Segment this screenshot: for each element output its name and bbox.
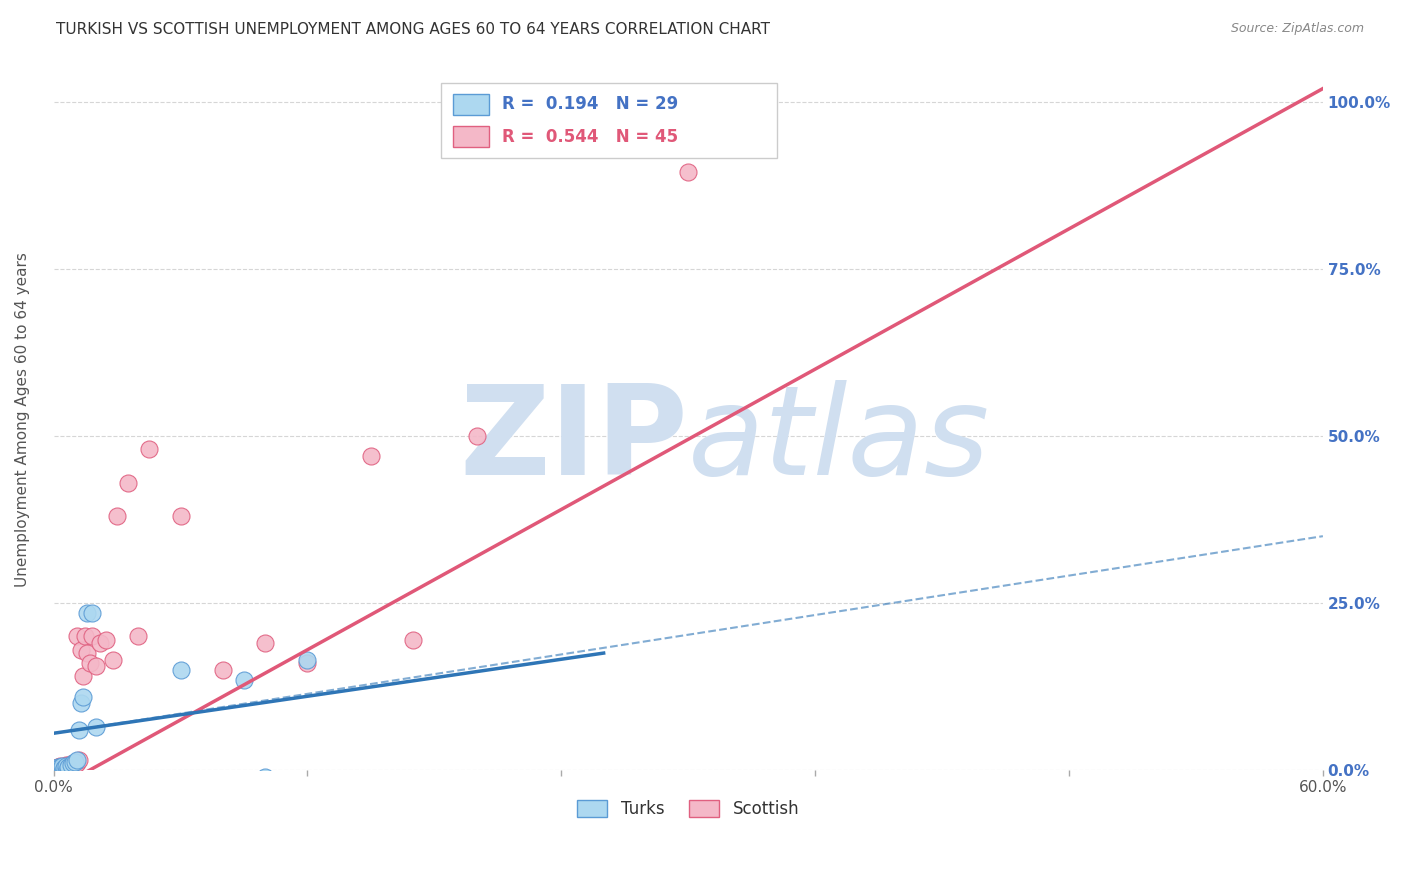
Point — [59, 757, 82, 772]
Point — [63, 755, 86, 769]
Point — [741, 118, 763, 132]
Point — [297, 656, 319, 670]
Y-axis label: Unemployment Among Ages 60 to 64 years: Unemployment Among Ages 60 to 64 years — [15, 252, 30, 587]
Point — [72, 690, 94, 704]
Point — [58, 759, 80, 773]
Point — [89, 636, 111, 650]
Point — [96, 632, 118, 647]
Point — [55, 757, 77, 772]
Point — [59, 759, 82, 773]
Point — [80, 606, 103, 620]
Point — [51, 759, 73, 773]
Point — [53, 762, 76, 776]
Point — [55, 759, 77, 773]
Point — [169, 509, 191, 524]
Point — [70, 696, 93, 710]
Point — [63, 757, 86, 772]
Point — [45, 761, 67, 775]
Point — [465, 429, 488, 443]
Point — [79, 656, 101, 670]
Point — [75, 629, 97, 643]
Text: TURKISH VS SCOTTISH UNEMPLOYMENT AMONG AGES 60 TO 64 YEARS CORRELATION CHART: TURKISH VS SCOTTISH UNEMPLOYMENT AMONG A… — [56, 22, 770, 37]
Point — [62, 756, 84, 771]
Point — [67, 723, 90, 737]
Point — [84, 720, 107, 734]
Point — [62, 756, 84, 771]
FancyBboxPatch shape — [453, 94, 489, 115]
Point — [46, 759, 69, 773]
Point — [84, 659, 107, 673]
Point — [45, 762, 67, 776]
Text: ZIP: ZIP — [460, 380, 689, 500]
Text: R =  0.194   N = 29: R = 0.194 N = 29 — [502, 95, 678, 113]
Point — [46, 760, 69, 774]
Point — [360, 449, 382, 463]
Point — [678, 165, 700, 179]
Point — [80, 629, 103, 643]
Point — [55, 762, 77, 776]
Point — [51, 760, 73, 774]
Point — [53, 762, 76, 776]
Point — [233, 673, 256, 687]
FancyBboxPatch shape — [440, 83, 778, 158]
Point — [66, 753, 89, 767]
Point — [49, 762, 72, 776]
Point — [58, 761, 80, 775]
Point — [67, 753, 90, 767]
Point — [101, 653, 124, 667]
Point — [49, 759, 72, 773]
Point — [211, 663, 233, 677]
Point — [53, 759, 76, 773]
Point — [55, 761, 77, 775]
Point — [58, 760, 80, 774]
Point — [55, 759, 77, 773]
Point — [46, 762, 69, 776]
Point — [76, 646, 98, 660]
Point — [297, 653, 319, 667]
Text: Source: ZipAtlas.com: Source: ZipAtlas.com — [1230, 22, 1364, 36]
Point — [49, 761, 72, 775]
Point — [59, 757, 82, 772]
Point — [105, 509, 128, 524]
Point — [138, 442, 160, 457]
Point — [45, 761, 67, 775]
Point — [117, 475, 139, 490]
Point — [402, 632, 425, 647]
Point — [169, 663, 191, 677]
Legend: Turks, Scottish: Turks, Scottish — [571, 793, 806, 825]
Point — [66, 756, 89, 771]
Point — [51, 761, 73, 775]
Point — [254, 770, 277, 784]
Point — [70, 642, 93, 657]
FancyBboxPatch shape — [453, 126, 489, 147]
Point — [127, 629, 149, 643]
Point — [58, 758, 80, 772]
Point — [45, 762, 67, 776]
Point — [76, 606, 98, 620]
Point — [254, 636, 277, 650]
Point — [62, 758, 84, 772]
Point — [72, 669, 94, 683]
Text: R =  0.544   N = 45: R = 0.544 N = 45 — [502, 128, 678, 145]
Point — [53, 761, 76, 775]
Point — [45, 762, 67, 776]
Point — [49, 759, 72, 773]
Point — [46, 762, 69, 776]
Point — [66, 629, 89, 643]
Text: atlas: atlas — [689, 380, 990, 500]
